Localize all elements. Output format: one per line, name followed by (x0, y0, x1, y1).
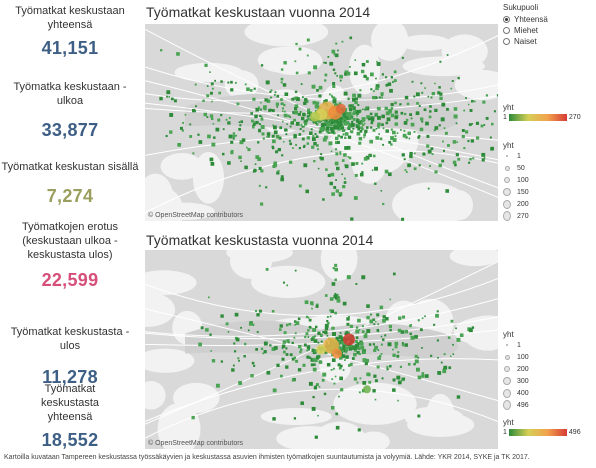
size-circle-icon (503, 400, 511, 410)
size-circle-icon (503, 365, 511, 373)
size-legend-bottom: yht 1 100 200 300 400 496 (503, 330, 529, 411)
kpi-difference: Työmatkojen erotus (keskustaan ulkoa - k… (0, 220, 140, 291)
color-gradient (508, 114, 567, 121)
legend-title: yht (503, 141, 514, 150)
filter-option-total[interactable]: Yhteensä (503, 14, 548, 25)
size-legend-item: 400 (503, 387, 529, 399)
kpi-value: 33,877 (41, 120, 99, 140)
kpi-label: Työmatkat keskustasta yhteensä (40, 383, 100, 423)
size-circle-icon (504, 354, 510, 360)
map-from-center[interactable]: © OpenStreetMap contributors (145, 250, 498, 449)
kpi-label: Työmatkojen erotus (keskustaan ulkoa - k… (22, 221, 118, 261)
map-canvas (145, 24, 498, 221)
size-legend-item: 200 (503, 198, 529, 210)
size-legend-item: 200 (503, 363, 529, 375)
legend-title: yht (503, 330, 514, 339)
map-attribution[interactable]: © OpenStreetMap contributors (148, 212, 244, 219)
kpi-within-center: Työmatkat keskustan sisällä 7,274 (0, 160, 140, 207)
map-title-from-center: Työmatkat keskustasta vuonna 2014 (146, 232, 374, 248)
legend-min: 1 (503, 114, 507, 121)
size-legend-item: 270 (503, 210, 529, 222)
kpi-value: 41,151 (41, 38, 99, 58)
radio-selected-icon (503, 16, 510, 23)
kpi-outside-to-center: Työmatka keskustaan - ulkoa 33,877 (0, 80, 140, 141)
size-legend-item: 100 (503, 174, 529, 186)
gender-filter: Sukupuoli Yhteensä Miehet Naiset (503, 3, 548, 47)
color-legend-bottom: yht 1 496 (503, 418, 581, 436)
size-circle-icon (503, 388, 511, 398)
size-legend-item: 300 (503, 375, 529, 387)
filter-option-women[interactable]: Naiset (503, 36, 548, 47)
kpi-label: Työmatkat keskustasta - ulos (10, 326, 130, 352)
footer-note: Kartoilla kuvataan Tampereen keskustassa… (4, 454, 530, 461)
size-legend-item: 50 (503, 162, 529, 174)
legend-min: 1 (503, 429, 507, 436)
size-circle-icon (503, 176, 511, 184)
kpi-label: Työmatkat keskustan sisällä (1, 161, 139, 173)
size-circle-icon (503, 211, 511, 221)
kpi-label: Työmatkat keskustaan yhteensä (15, 5, 125, 31)
legend-title: yht (503, 418, 514, 427)
radio-icon (503, 38, 510, 45)
kpi-center-to-outside: Työmatkat keskustasta - ulos 11,278 (0, 325, 140, 388)
size-legend-item: 1 (503, 150, 529, 162)
map-to-center[interactable]: © OpenStreetMap contributors (145, 24, 498, 221)
commute-dots (191, 263, 475, 439)
size-circle-icon (506, 155, 508, 157)
size-legend-item: 150 (503, 186, 529, 198)
color-legend-top: yht 1 270 (503, 103, 581, 121)
size-circle-icon (503, 377, 511, 385)
radio-icon (503, 27, 510, 34)
kpi-value: 18,552 (41, 430, 99, 450)
kpi-label: Työmatka keskustaan - ulkoa (13, 81, 127, 107)
color-gradient (508, 429, 567, 436)
map-terrain (145, 24, 498, 221)
kpi-value: 7,274 (46, 186, 94, 206)
kpi-value: 22,599 (41, 270, 99, 290)
map-canvas (145, 250, 498, 449)
size-circle-icon (503, 188, 511, 196)
legend-max: 270 (568, 114, 581, 121)
filter-option-men[interactable]: Miehet (503, 25, 548, 36)
kpi-value: 11,278 (42, 367, 98, 387)
size-legend-item: 1 (503, 339, 529, 351)
size-legend-top: yht 1 50 100 150 200 270 (503, 141, 529, 222)
map-attribution[interactable]: © OpenStreetMap contributors (148, 440, 244, 447)
size-legend-item: 100 (503, 351, 529, 363)
size-circle-icon (506, 344, 508, 346)
legend-max: 496 (568, 429, 581, 436)
size-legend-item: 496 (503, 399, 529, 411)
legend-title: yht (503, 103, 514, 112)
size-circle-icon (504, 165, 510, 171)
map-title-to-center: Työmatkat keskustaan vuonna 2014 (146, 4, 371, 20)
commute-dots (159, 36, 498, 221)
kpi-total-from-center: Työmatkat keskustasta yhteensä 18,552 (0, 382, 140, 451)
size-circle-icon (503, 199, 511, 209)
kpi-total-to-center: Työmatkat keskustaan yhteensä 41,151 (0, 4, 140, 59)
filter-title: Sukupuoli (503, 3, 539, 12)
